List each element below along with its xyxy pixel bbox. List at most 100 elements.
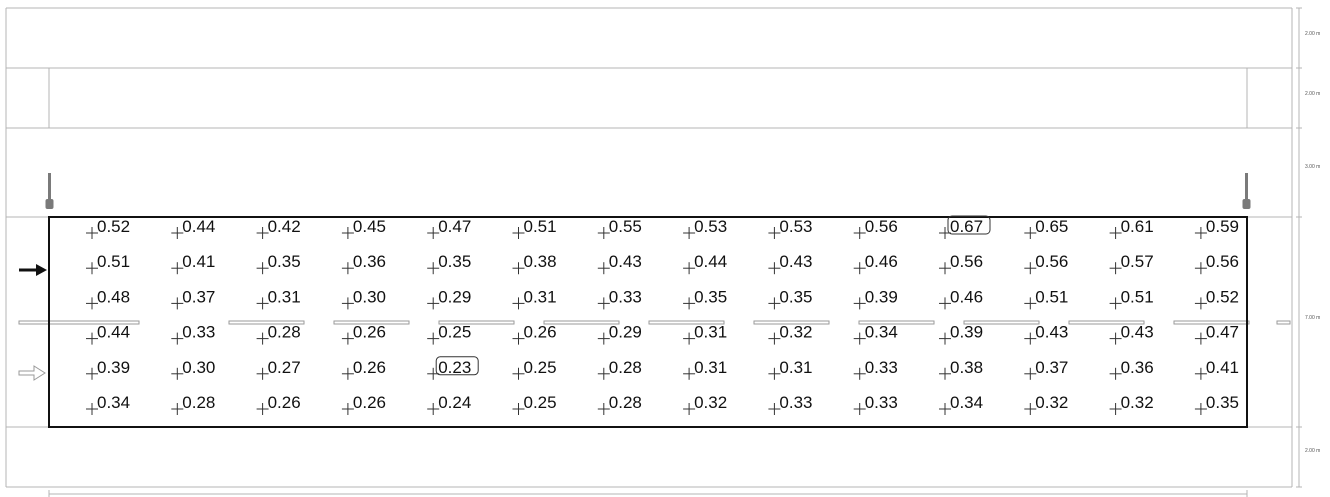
grid-point: 0.56: [1024, 252, 1068, 275]
grid-value: 0.23: [438, 358, 471, 377]
grid-value: 0.53: [779, 217, 812, 236]
grid-point: 0.39: [853, 287, 898, 310]
grid-point: 0.31: [683, 323, 727, 345]
grid-value: 0.39: [865, 287, 898, 306]
grid-point: 0.56: [939, 252, 983, 275]
grid-value: 0.57: [1121, 252, 1154, 271]
grid-value: 0.37: [1035, 358, 1068, 377]
grid-value: 0.33: [865, 358, 898, 377]
grid-value: 0.67: [950, 217, 983, 236]
calculation-field-frame: [48, 216, 1248, 428]
grid-point: 0.33: [853, 358, 898, 380]
grid-point: 0.38: [512, 252, 557, 275]
grid-value: 0.55: [609, 217, 642, 236]
grid-value: 0.47: [438, 217, 471, 236]
grid-value: 0.29: [609, 323, 642, 342]
grid-value: 0.52: [1206, 287, 1239, 306]
grid-point: 0.43: [597, 252, 642, 275]
grid-point: 0.57: [1109, 252, 1154, 275]
grid-value: 0.41: [182, 252, 215, 271]
arrow-head: [36, 264, 47, 276]
grid-value: 0.35: [438, 252, 471, 271]
grid-value: 0.37: [182, 287, 215, 306]
grid-value: 0.26: [353, 323, 386, 342]
grid-point: 0.32: [1109, 393, 1154, 415]
grid-point: 0.47: [427, 217, 471, 239]
grid-point: 0.43: [1024, 323, 1068, 345]
grid-point: 0.47: [1194, 323, 1239, 345]
grid-point: 0.28: [597, 393, 642, 415]
grid-point: 0.30: [171, 358, 215, 380]
grid-point: 0.32: [683, 393, 727, 415]
grid-value: 0.51: [97, 252, 130, 271]
grid-value: 0.39: [97, 358, 130, 377]
centre-dash: [1276, 320, 1291, 325]
grid-point: 0.25: [427, 323, 471, 345]
grid-value: 0.39: [950, 323, 983, 342]
grid-point: 0.33: [597, 287, 642, 310]
grid-point: 0.44: [171, 217, 215, 239]
grid-value: 0.65: [1035, 217, 1068, 236]
grid-point: 0.26: [256, 393, 301, 415]
grid-point: 0.46: [853, 252, 898, 275]
grid-value: 0.32: [779, 323, 812, 342]
grid-point: 0.31: [768, 358, 812, 380]
grid-value: 0.28: [609, 393, 642, 412]
dimension-scale: [1296, 7, 1302, 488]
grid-value: 0.59: [1206, 217, 1239, 236]
grid-value: 0.53: [694, 217, 727, 236]
centre-dash: [1068, 320, 1145, 325]
grid-value: 0.44: [694, 252, 727, 271]
dimension-label: 7.00 m: [1305, 315, 1320, 321]
grid-value: 0.35: [268, 252, 301, 271]
grid-point: 0.25: [512, 358, 557, 380]
grid-value: 0.44: [182, 217, 215, 236]
grid-value: 0.41: [1206, 358, 1239, 377]
luminaire-pole: [1245, 173, 1248, 201]
grid-value: 0.56: [1035, 252, 1068, 271]
grid-value: 0.33: [609, 287, 642, 306]
grid-point: 0.25: [512, 393, 557, 415]
grid-point: 0.35: [427, 252, 471, 275]
centre-dash: [963, 320, 1040, 325]
grid-value: 0.36: [353, 252, 386, 271]
centre-dash: [438, 320, 515, 325]
grid-value: 0.43: [779, 252, 812, 271]
centre-dash: [543, 320, 620, 325]
grid-point: 0.67: [939, 215, 991, 239]
grid-value: 0.26: [524, 323, 557, 342]
grid-point: 0.28: [256, 323, 301, 345]
grid-value: 0.34: [97, 393, 130, 412]
grid-point: 0.29: [597, 323, 642, 345]
grid-value: 0.42: [268, 217, 301, 236]
grid-point: 0.61: [1109, 217, 1154, 239]
dimension-label: 3.00 m: [1305, 164, 1320, 170]
grid-value: 0.35: [694, 287, 727, 306]
grid-value: 0.56: [1206, 252, 1239, 271]
grid-point: 0.31: [256, 287, 301, 310]
grid-point: 0.32: [1024, 393, 1068, 415]
grid-point: 0.33: [768, 393, 812, 415]
grid-point: 0.37: [171, 287, 215, 310]
grid-value: 0.36: [1121, 358, 1154, 377]
grid-point: 0.31: [512, 287, 557, 310]
grid-point: 0.56: [853, 217, 898, 239]
grid-point: 0.38: [939, 358, 983, 380]
centre-dash: [648, 320, 725, 325]
grid-value: 0.30: [353, 287, 386, 306]
grid-point: 0.26: [341, 393, 386, 415]
extreme-value-box: [947, 215, 991, 235]
grid-point: 0.56: [1194, 252, 1239, 275]
grid-value: 0.24: [438, 393, 471, 412]
grid-value: 0.32: [1121, 393, 1154, 412]
grid-point: 0.33: [853, 393, 898, 415]
grid-point: 0.35: [683, 287, 727, 310]
grid-point: 0.53: [683, 217, 727, 239]
grid-point: 0.44: [86, 323, 130, 345]
grid-point: 0.29: [427, 287, 471, 310]
grid-value: 0.48: [97, 287, 130, 306]
grid-value: 0.33: [865, 393, 898, 412]
grid-value: 0.28: [609, 358, 642, 377]
grid-point: 0.27: [256, 358, 301, 380]
